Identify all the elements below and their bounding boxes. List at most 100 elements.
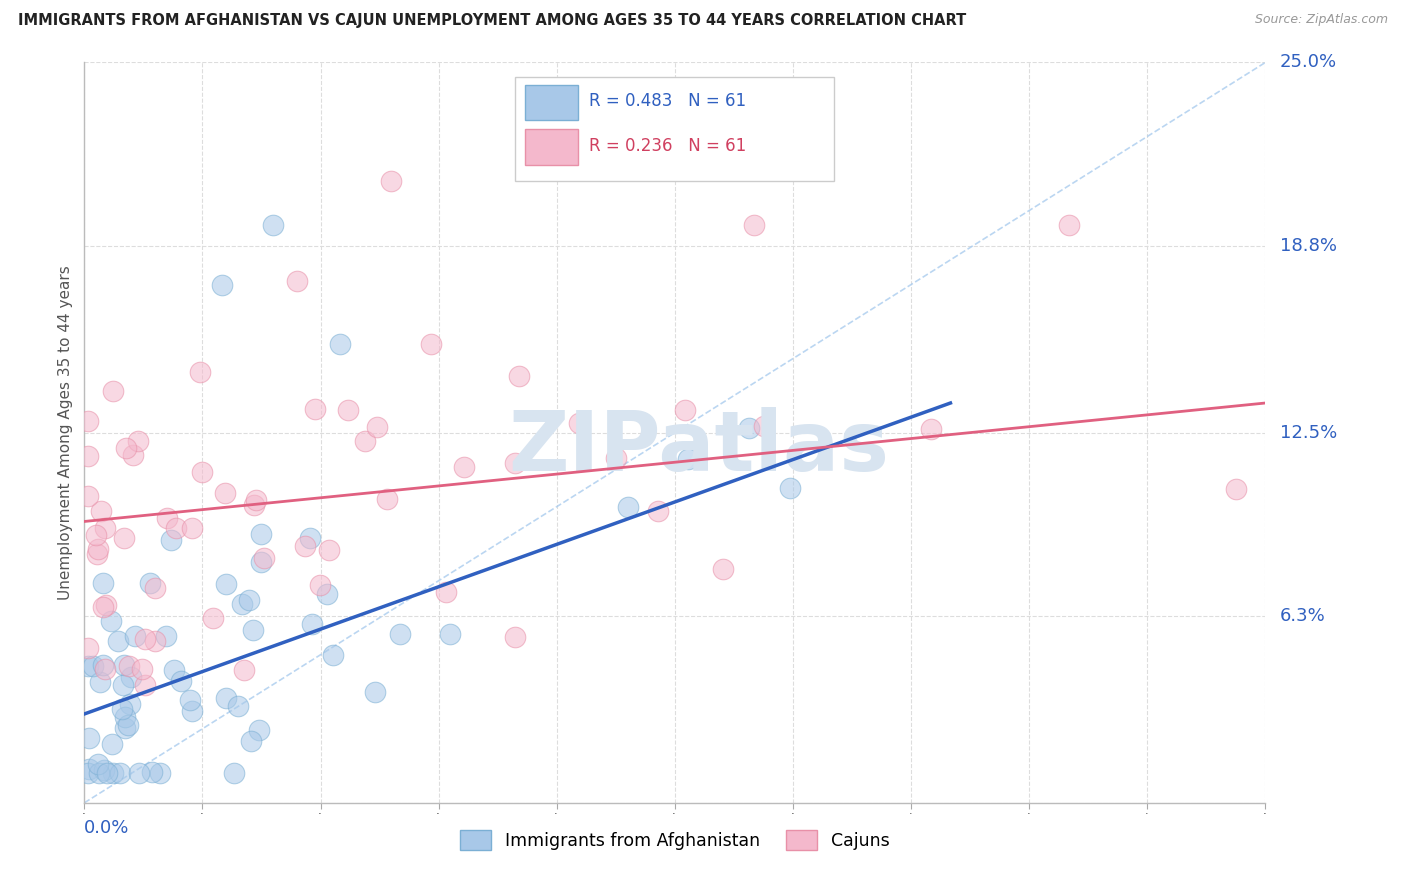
Point: [145, 634, 167, 648]
Point: [86, 547, 108, 561]
Point: [226, 698, 249, 713]
Point: [141, 765, 163, 780]
Point: [101, 737, 124, 751]
Point: [179, 693, 201, 707]
Text: R = 0.483   N = 61: R = 0.483 N = 61: [589, 92, 745, 110]
Point: [96, 599, 118, 613]
Point: [82, 659, 104, 673]
Point: [96, 766, 118, 780]
Point: [676, 451, 699, 466]
FancyBboxPatch shape: [524, 129, 578, 165]
Point: [434, 585, 457, 599]
Point: [304, 402, 326, 417]
Point: [336, 403, 359, 417]
Point: [87, 542, 110, 557]
Point: [120, 671, 142, 685]
Point: [294, 539, 316, 553]
Point: [87, 756, 110, 771]
Point: [754, 419, 776, 434]
Point: [121, 448, 143, 462]
FancyBboxPatch shape: [516, 78, 834, 181]
Point: [298, 532, 321, 546]
Point: [188, 366, 211, 380]
Point: [1225, 482, 1247, 496]
Point: [380, 174, 402, 188]
Point: [180, 521, 202, 535]
Point: [159, 533, 181, 547]
Point: [215, 691, 238, 706]
Point: [439, 627, 461, 641]
Point: [111, 677, 134, 691]
Legend: Immigrants from Afghanistan, Cajuns: Immigrants from Afghanistan, Cajuns: [453, 823, 897, 857]
Point: [202, 611, 225, 625]
Point: [77, 762, 100, 776]
Point: [77, 489, 100, 503]
Point: [149, 766, 172, 780]
Point: [250, 555, 273, 569]
Point: [191, 465, 214, 479]
Point: [169, 674, 191, 689]
Point: [713, 561, 735, 575]
Point: [318, 543, 340, 558]
Point: [262, 219, 284, 233]
Point: [242, 624, 264, 638]
Point: [247, 723, 270, 737]
Point: [84, 528, 107, 542]
Point: [110, 701, 132, 715]
Point: [101, 384, 124, 399]
Point: [77, 731, 100, 745]
Point: [118, 659, 141, 673]
Point: [673, 403, 696, 417]
Text: ZIPatlas: ZIPatlas: [508, 407, 889, 488]
Text: 0.0%: 0.0%: [84, 819, 129, 837]
Point: [163, 663, 186, 677]
Point: [114, 721, 136, 735]
Point: [108, 766, 131, 780]
Text: 18.8%: 18.8%: [1279, 237, 1337, 255]
Point: [322, 648, 344, 662]
Point: [117, 718, 139, 732]
Point: [232, 663, 254, 677]
Point: [453, 460, 475, 475]
FancyBboxPatch shape: [524, 85, 578, 120]
Point: [420, 337, 443, 351]
Point: [240, 734, 263, 748]
Point: [214, 486, 236, 500]
Point: [222, 766, 245, 780]
Point: [94, 521, 117, 535]
Point: [253, 551, 276, 566]
Point: [215, 576, 238, 591]
Point: [90, 504, 112, 518]
Point: [131, 662, 153, 676]
Point: [605, 450, 627, 465]
Point: [921, 422, 943, 436]
Text: 12.5%: 12.5%: [1279, 424, 1337, 442]
Y-axis label: Unemployment Among Ages 35 to 44 years: Unemployment Among Ages 35 to 44 years: [58, 265, 73, 600]
Point: [742, 219, 765, 233]
Point: [107, 634, 129, 648]
Point: [508, 368, 530, 383]
Text: 6.3%: 6.3%: [1279, 607, 1326, 625]
Point: [647, 504, 669, 518]
Point: [211, 277, 233, 292]
Point: [77, 659, 100, 673]
Text: 25.0%: 25.0%: [1279, 54, 1337, 71]
Point: [93, 662, 115, 676]
Point: [180, 704, 202, 718]
Point: [285, 274, 308, 288]
Point: [134, 632, 156, 647]
Point: [112, 658, 135, 673]
Point: [375, 492, 398, 507]
Point: [128, 766, 150, 780]
Point: [77, 450, 100, 464]
Point: [93, 763, 115, 777]
Point: [505, 456, 527, 470]
Point: [316, 587, 339, 601]
Point: [100, 615, 122, 629]
Point: [155, 511, 177, 525]
Point: [567, 416, 589, 430]
Point: [779, 481, 801, 495]
Point: [127, 434, 149, 448]
Point: [231, 598, 253, 612]
Text: Source: ZipAtlas.com: Source: ZipAtlas.com: [1254, 13, 1388, 27]
